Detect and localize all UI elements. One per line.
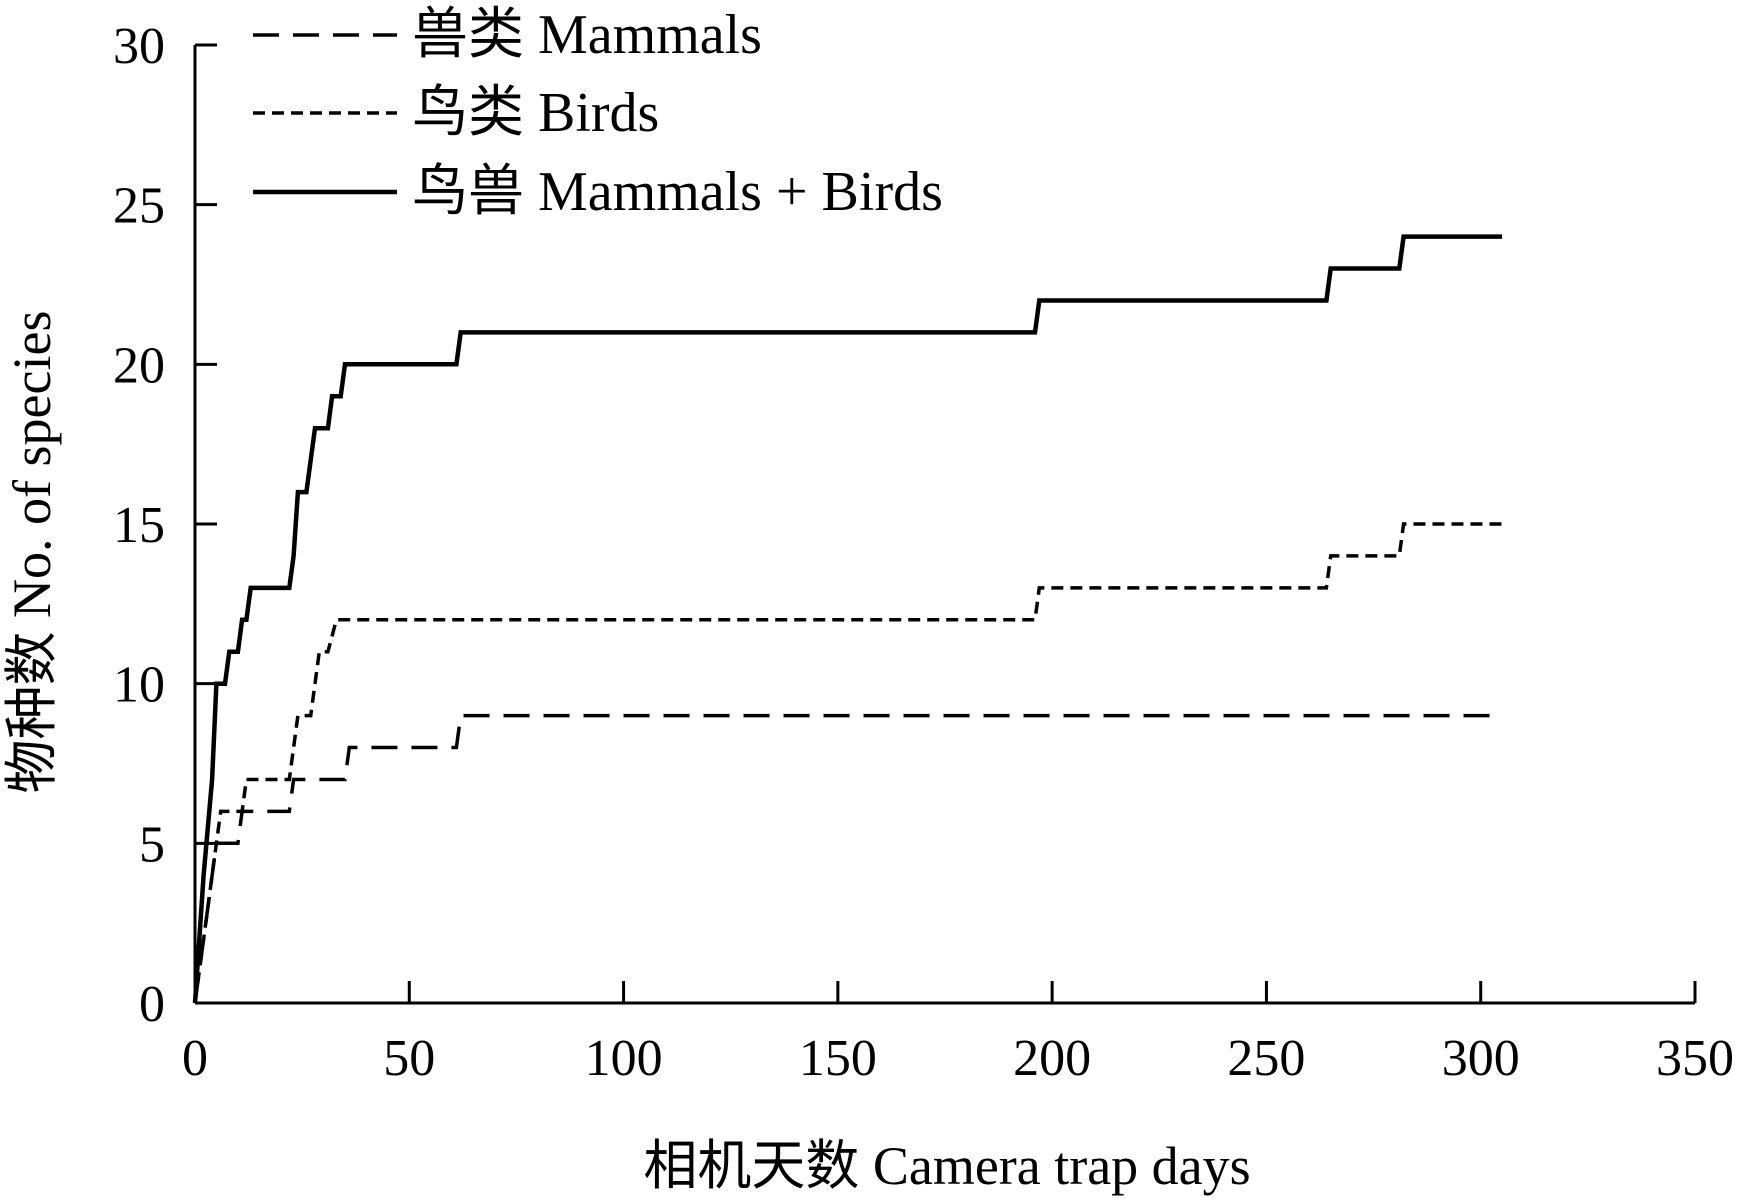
series-line-2 (192, 234, 1503, 1004)
x-tick-label: 200 (1013, 1030, 1091, 1087)
y-tick-label: 15 (113, 497, 165, 554)
x-axis-ticks: 0 50 100 150 200 250 300 350 (182, 981, 1734, 1087)
x-axis-label: 相机天数 Camera trap days (643, 1136, 1250, 1196)
series-line-1 (193, 522, 1503, 1004)
legend: 兽类 Mammals 鸟类 Birds 鸟兽 Mammals + Birds (253, 4, 943, 223)
x-tick-label: 100 (585, 1030, 663, 1087)
legend-label-2: 鸟兽 Mammals + Birds (412, 161, 943, 223)
series-line-0 (193, 713, 1503, 1004)
y-axis-label: 物种数 No. of species (2, 311, 62, 794)
x-tick-label: 250 (1227, 1030, 1305, 1087)
x-tick-label: 350 (1656, 1030, 1734, 1087)
y-tick-label: 25 (113, 178, 165, 235)
x-tick-label: 50 (383, 1030, 435, 1087)
y-tick-label: 20 (113, 337, 165, 394)
y-tick-label: 0 (139, 976, 165, 1033)
y-tick-label: 5 (139, 816, 165, 873)
x-tick-label: 150 (799, 1030, 877, 1087)
x-tick-label: 0 (182, 1030, 208, 1087)
y-tick-label: 30 (113, 18, 165, 75)
y-tick-label: 10 (113, 657, 165, 714)
legend-label-1: 鸟类 Birds (412, 82, 659, 144)
x-tick-label: 300 (1442, 1030, 1520, 1087)
y-axis-ticks: 0 5 10 15 20 25 30 (113, 18, 217, 1033)
series-lines (192, 234, 1503, 1004)
legend-label-0: 兽类 Mammals (412, 4, 762, 66)
